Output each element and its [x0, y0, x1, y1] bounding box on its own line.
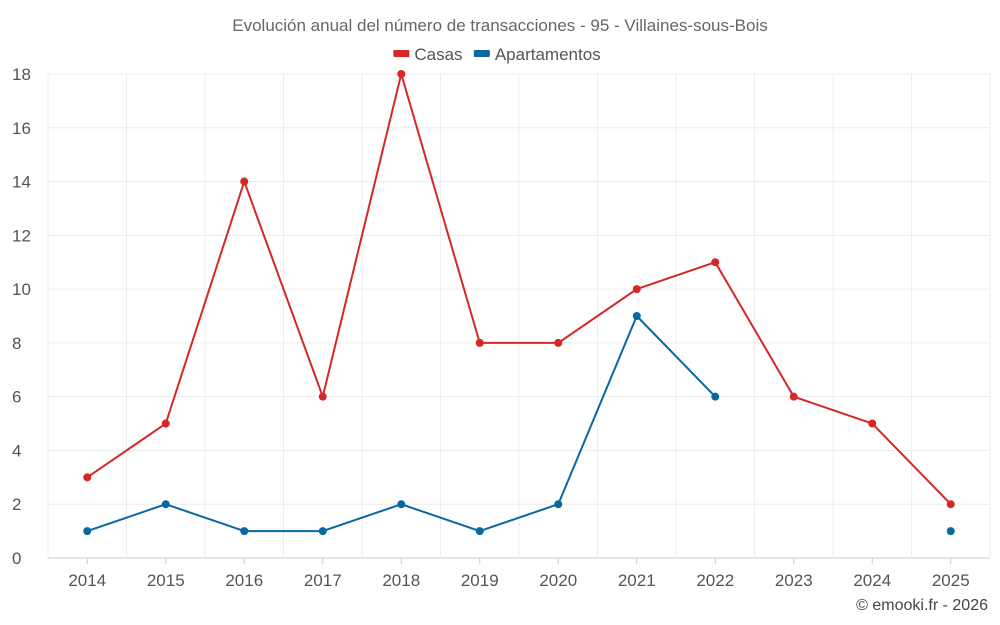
y-tick-label: 18 [12, 65, 31, 84]
x-tick-label: 2025 [932, 571, 970, 590]
data-point-apartamentos[interactable] [632, 312, 641, 320]
x-tick-label: 2018 [382, 571, 420, 590]
data-point-apartamentos[interactable] [240, 527, 249, 536]
legend-swatch [473, 50, 490, 57]
legend-item-casas[interactable]: Casas [393, 45, 463, 64]
data-point-casas[interactable] [318, 392, 327, 401]
data-point-apartamentos[interactable] [83, 527, 92, 536]
x-tick-label: 2021 [618, 571, 656, 590]
x-tick-label: 2023 [775, 571, 813, 590]
chart-title: Evolución anual del número de transaccio… [232, 16, 767, 35]
series-line-casas [86, 73, 952, 505]
legend: Casas Apartamentos [393, 45, 601, 64]
x-tick-label: 2024 [853, 571, 891, 590]
x-tick-label: 2016 [225, 571, 263, 590]
data-point-apartamentos[interactable] [554, 500, 563, 509]
y-tick-label: 2 [12, 495, 21, 514]
data-point-apartamentos[interactable] [318, 527, 327, 536]
data-point-casas[interactable] [240, 177, 249, 186]
y-tick-label: 14 [12, 173, 31, 192]
data-point-apartamentos[interactable] [475, 527, 484, 536]
data-point-casas[interactable] [946, 500, 955, 509]
y-tick-label: 10 [12, 280, 31, 299]
series-apartamentos [83, 312, 955, 536]
data-point-casas[interactable] [83, 473, 92, 482]
y-tick-label: 0 [12, 549, 21, 568]
data-point-casas[interactable] [868, 419, 877, 428]
data-point-apartamentos[interactable] [711, 392, 720, 401]
x-tick-label: 2022 [696, 571, 734, 590]
data-point-casas[interactable] [632, 285, 641, 294]
legend-item-apartamentos[interactable]: Apartamentos [473, 45, 601, 64]
y-tick-label: 16 [12, 119, 31, 138]
x-tick-label: 2019 [461, 571, 499, 590]
x-axis: 2014 2015 2016 2017 2018 2019 2020 2021 2022 2023… [68, 558, 970, 590]
data-point-casas[interactable] [554, 338, 563, 347]
y-tick-label: 4 [12, 441, 21, 460]
legend-label: Apartamentos [495, 45, 601, 64]
data-point-casas[interactable] [475, 338, 484, 347]
data-point-casas[interactable] [397, 70, 406, 78]
y-tick-label: 12 [12, 226, 31, 245]
data-point-apartamentos[interactable] [397, 500, 406, 509]
data-point-apartamentos[interactable] [946, 527, 955, 536]
y-tick-label: 6 [12, 388, 21, 407]
x-tick-label: 2015 [147, 571, 185, 590]
data-point-casas[interactable] [161, 419, 170, 428]
credit-text: © emooki.fr - 2026 [856, 597, 988, 614]
data-point-apartamentos[interactable] [161, 500, 170, 509]
series-casas [83, 70, 955, 509]
y-tick-label: 8 [12, 334, 21, 353]
data-point-casas[interactable] [789, 392, 798, 401]
series-group [83, 70, 955, 536]
x-tick-label: 2017 [304, 571, 342, 590]
grid [47, 73, 991, 559]
y-axis: 0 2 4 6 8 10 12 14 16 18 [12, 65, 31, 568]
x-tick-label: 2014 [68, 571, 106, 590]
data-point-casas[interactable] [711, 258, 720, 267]
series-line-apartamentos [86, 315, 716, 533]
legend-label: Casas [414, 45, 462, 64]
x-tick-label: 2020 [539, 571, 577, 590]
legend-swatch [393, 50, 410, 57]
